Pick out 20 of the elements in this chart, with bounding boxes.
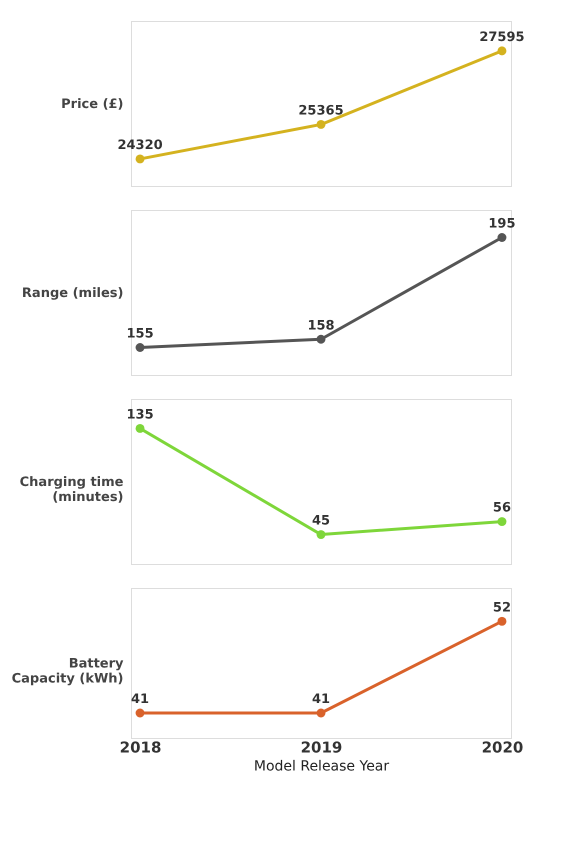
data-label: 41 [312,692,330,707]
y-axis-title: Charging time (minutes) [20,475,124,505]
x-axis-title: Model Release Year [254,758,390,774]
data-label: 158 [307,318,335,334]
x-tick-label: 2019 [300,738,342,756]
y-axis-title: Battery Capacity (kWh) [12,656,124,686]
data-label: 25365 [298,103,344,118]
data-label: 41 [131,692,150,707]
data-label: 135 [126,407,154,422]
x-tick-label: 2018 [120,738,162,756]
data-label: 45 [312,514,330,529]
y-axis-title: Range (miles) [22,286,124,301]
y-axis-title: Price (£) [61,97,124,112]
data-label: 52 [492,600,511,616]
x-tick-label: 2020 [482,738,524,756]
data-label: 27595 [479,30,525,45]
data-label: 56 [492,500,511,516]
data-label: 195 [488,216,516,232]
data-label: 155 [126,326,154,342]
data-label: 24320 [117,138,163,153]
